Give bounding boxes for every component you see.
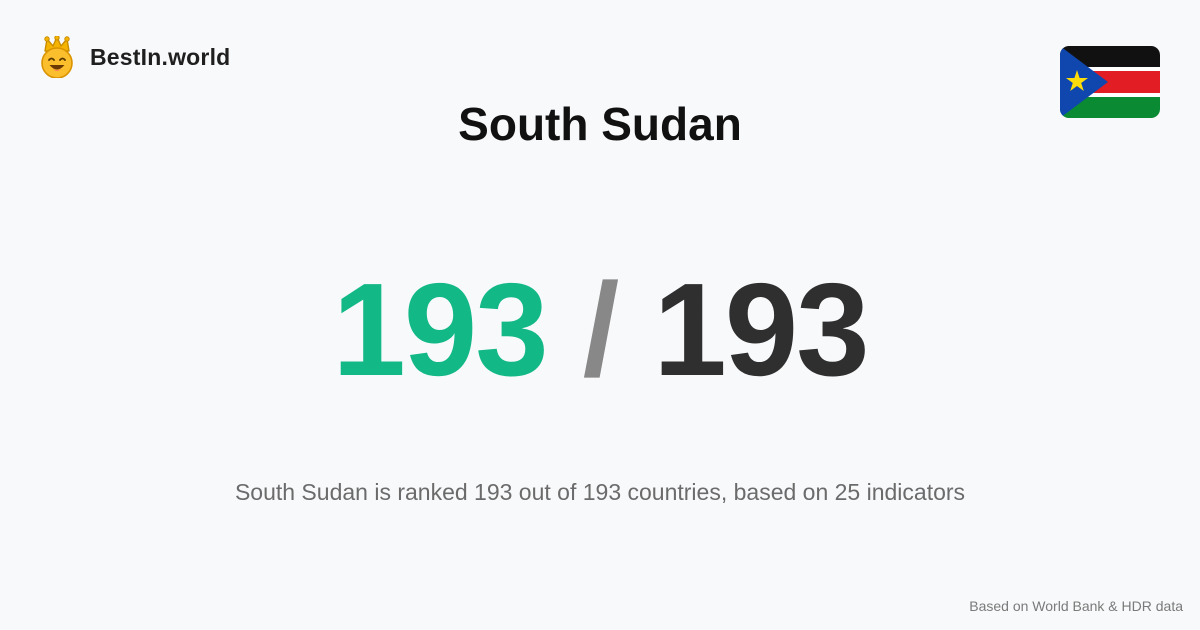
- brand[interactable]: BestIn.world: [38, 36, 230, 78]
- crowned-smiley-icon: [41, 36, 73, 78]
- rank-value: 193: [332, 256, 548, 403]
- page-title: South Sudan: [458, 98, 742, 150]
- rank-total: 193: [653, 256, 869, 403]
- data-source-note: Based on World Bank & HDR data: [969, 598, 1183, 614]
- rank-display: 193 / 193: [0, 255, 1200, 405]
- rank-summary: South Sudan is ranked 193 out of 193 cou…: [234, 479, 966, 505]
- brand-name: BestIn.world: [90, 43, 231, 70]
- south-sudan-flag-icon: [1060, 46, 1160, 118]
- rank-separator: /: [582, 256, 620, 403]
